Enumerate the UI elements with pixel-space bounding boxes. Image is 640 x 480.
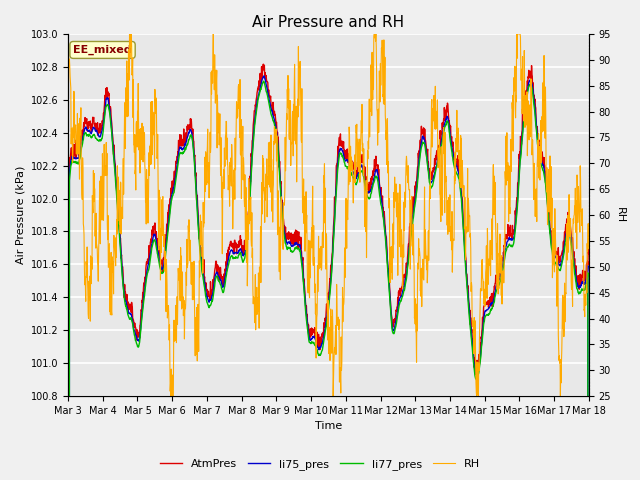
AtmPres (296, 236, 304, 242)
Line: li77_pres: li77_pres (68, 81, 589, 480)
RH (167, 393, 175, 399)
RH (64, 108, 72, 114)
Line: RH: RH (68, 34, 589, 396)
AtmPres (361, 164, 369, 170)
X-axis label: Time: Time (315, 421, 342, 432)
li75_pres (125, 311, 133, 316)
li77_pres (285, 245, 293, 251)
Legend: AtmPres, li75_pres, li77_pres, RH: AtmPres, li75_pres, li77_pres, RH (156, 455, 484, 474)
li75_pres (285, 240, 293, 245)
li75_pres (361, 177, 369, 183)
RH (306, 239, 314, 244)
li75_pres (260, 73, 268, 79)
AtmPres (585, 242, 593, 248)
li77_pres (361, 181, 369, 187)
AtmPres (472, 371, 480, 377)
RH (297, 85, 305, 91)
li77_pres (125, 316, 133, 322)
li77_pres (296, 248, 304, 254)
Title: Air Pressure and RH: Air Pressure and RH (252, 15, 404, 30)
RH (125, 31, 133, 37)
Line: AtmPres: AtmPres (68, 64, 589, 374)
AtmPres (285, 235, 293, 241)
RH (126, 55, 134, 60)
li75_pres (296, 244, 304, 250)
AtmPres (259, 61, 267, 67)
AtmPres (104, 89, 112, 95)
AtmPres (125, 306, 133, 312)
RH (361, 203, 369, 208)
RH (104, 264, 112, 270)
li77_pres (260, 78, 268, 84)
Y-axis label: Air Pressure (kPa): Air Pressure (kPa) (15, 166, 25, 264)
AtmPres (64, 183, 72, 189)
Line: li75_pres: li75_pres (68, 76, 589, 480)
AtmPres (306, 332, 314, 338)
li77_pres (104, 103, 112, 109)
Text: EE_mixed: EE_mixed (73, 45, 132, 55)
li75_pres (306, 335, 314, 341)
RH (286, 112, 294, 118)
li77_pres (306, 339, 314, 345)
li75_pres (104, 98, 112, 104)
Y-axis label: RH: RH (615, 207, 625, 223)
RH (585, 221, 593, 227)
